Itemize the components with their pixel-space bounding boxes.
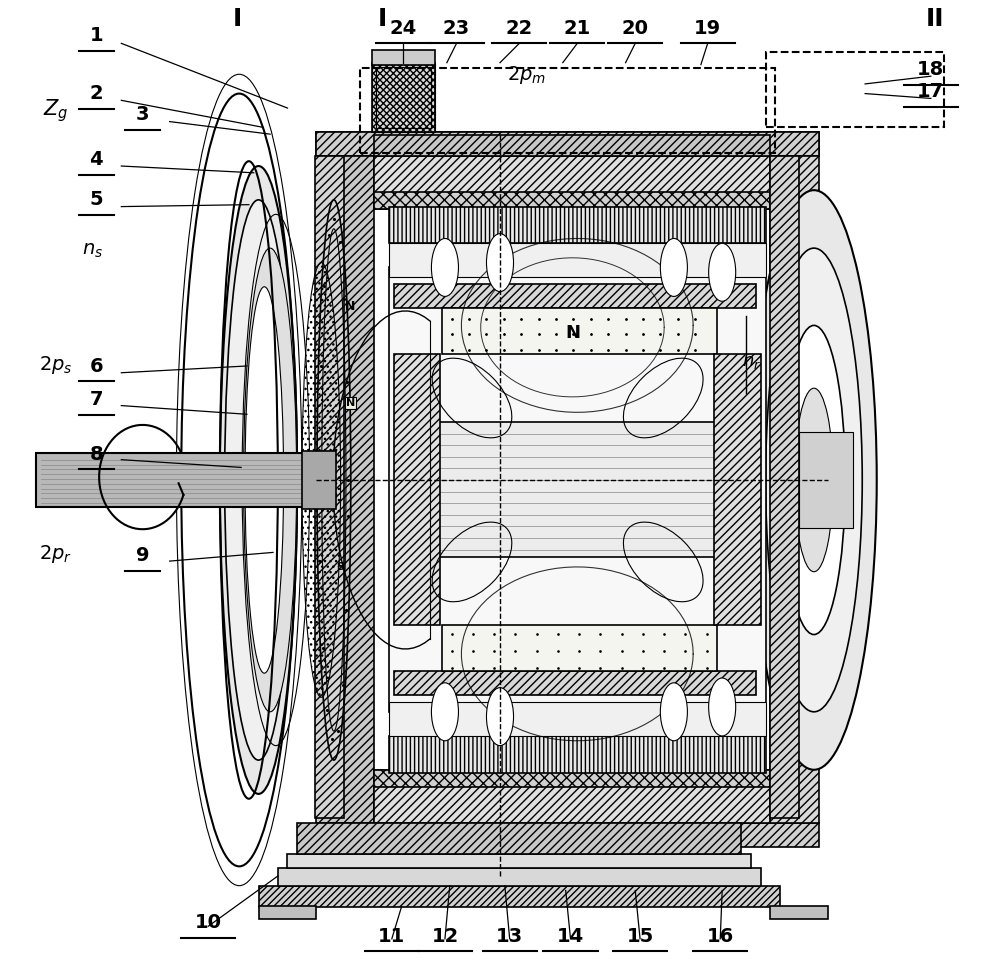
Ellipse shape: [660, 683, 687, 741]
Bar: [259, 906, 316, 919]
Bar: [389, 702, 766, 736]
Polygon shape: [770, 157, 819, 823]
Text: 3: 3: [136, 105, 149, 125]
Text: 13: 13: [496, 926, 523, 946]
Bar: [374, 192, 770, 209]
Bar: [259, 885, 780, 907]
Ellipse shape: [225, 200, 292, 760]
Text: 14: 14: [557, 926, 584, 946]
Ellipse shape: [751, 190, 877, 769]
Text: 22: 22: [506, 19, 533, 38]
Ellipse shape: [245, 286, 284, 673]
Bar: [302, 451, 336, 509]
Text: I: I: [233, 7, 242, 31]
Ellipse shape: [431, 239, 458, 296]
Ellipse shape: [783, 325, 845, 634]
Ellipse shape: [804, 436, 824, 523]
Bar: [376, 66, 431, 129]
Text: 8: 8: [89, 444, 103, 464]
Bar: [714, 355, 761, 625]
Ellipse shape: [709, 244, 736, 301]
Bar: [442, 625, 717, 671]
Text: 7: 7: [89, 391, 103, 409]
Ellipse shape: [431, 683, 458, 741]
Ellipse shape: [709, 678, 736, 736]
Polygon shape: [316, 132, 819, 157]
Text: $2p_m$: $2p_m$: [507, 64, 547, 86]
Polygon shape: [316, 823, 819, 847]
Bar: [394, 671, 756, 695]
Bar: [315, 157, 344, 818]
Bar: [36, 453, 312, 507]
Text: 24: 24: [390, 19, 417, 38]
Bar: [287, 854, 751, 868]
Text: 4: 4: [89, 150, 103, 169]
Ellipse shape: [486, 688, 514, 746]
Text: 1: 1: [89, 26, 103, 45]
Bar: [799, 431, 853, 528]
Ellipse shape: [795, 389, 833, 572]
Ellipse shape: [220, 166, 297, 794]
Polygon shape: [316, 157, 374, 823]
Text: 17: 17: [917, 83, 944, 101]
Bar: [766, 52, 944, 128]
Bar: [372, 62, 435, 132]
Text: 21: 21: [564, 19, 591, 38]
Bar: [372, 62, 435, 132]
Text: $n_s$: $n_s$: [82, 241, 103, 260]
Bar: [394, 283, 756, 308]
Text: I: I: [378, 7, 387, 31]
Bar: [360, 68, 775, 154]
Text: 10: 10: [195, 913, 222, 932]
Bar: [297, 823, 741, 854]
Ellipse shape: [486, 234, 514, 291]
Text: 16: 16: [707, 926, 734, 946]
Text: 23: 23: [443, 19, 470, 38]
Bar: [374, 769, 770, 823]
Text: 6: 6: [89, 356, 103, 376]
Bar: [770, 906, 828, 919]
Text: 20: 20: [622, 19, 649, 38]
Text: 12: 12: [431, 926, 459, 946]
Polygon shape: [316, 132, 819, 157]
Text: S: S: [337, 562, 345, 572]
Text: $2p_s$: $2p_s$: [39, 354, 72, 376]
Text: II: II: [925, 7, 944, 31]
Bar: [374, 157, 770, 209]
Text: 9: 9: [136, 546, 149, 565]
Bar: [442, 308, 717, 355]
Bar: [374, 769, 770, 787]
Text: 18: 18: [917, 60, 944, 79]
Text: N: N: [346, 397, 355, 408]
Text: $Z_g$: $Z_g$: [43, 97, 68, 125]
Text: $2p_r$: $2p_r$: [39, 543, 72, 565]
Bar: [389, 736, 766, 772]
Bar: [278, 868, 761, 885]
Bar: [394, 355, 440, 625]
Bar: [389, 206, 766, 244]
Text: 19: 19: [694, 19, 721, 38]
Text: 5: 5: [89, 191, 103, 209]
Text: $n_r$: $n_r$: [742, 353, 761, 371]
Text: 2: 2: [89, 84, 103, 103]
Ellipse shape: [766, 248, 862, 712]
Ellipse shape: [244, 248, 297, 712]
Ellipse shape: [660, 239, 687, 296]
Text: N: N: [565, 324, 580, 342]
Bar: [770, 157, 799, 818]
Text: 11: 11: [378, 926, 405, 946]
Bar: [372, 50, 435, 64]
Text: N: N: [345, 300, 355, 313]
Bar: [389, 244, 766, 278]
Bar: [389, 268, 766, 712]
Bar: [399, 422, 758, 557]
Bar: [374, 135, 770, 157]
Text: 15: 15: [626, 926, 654, 946]
